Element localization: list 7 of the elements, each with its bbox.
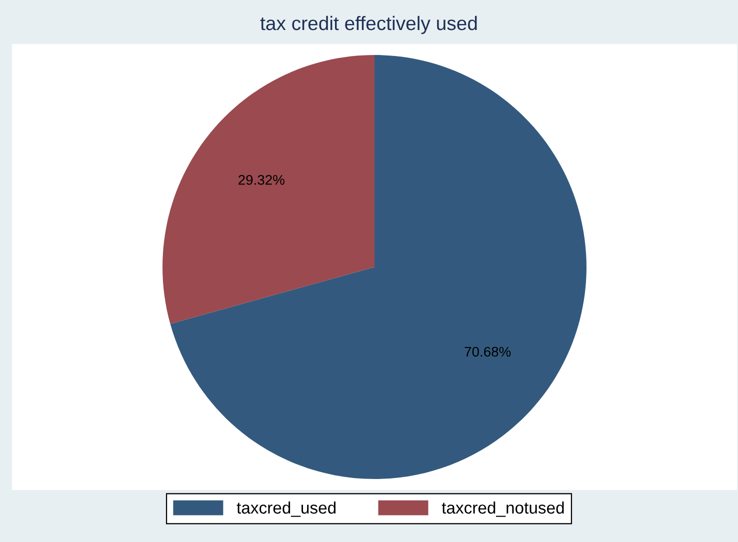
legend-label: taxcred_used — [236, 501, 336, 517]
data-label: 29.32% — [238, 174, 284, 185]
legend-label: taxcred_notused — [442, 501, 564, 517]
pie-slice — [170, 55, 586, 479]
chart-title: tax credit effectively used — [260, 16, 477, 34]
pie-slice — [162, 55, 374, 324]
data-label: 70.68% — [464, 346, 511, 357]
